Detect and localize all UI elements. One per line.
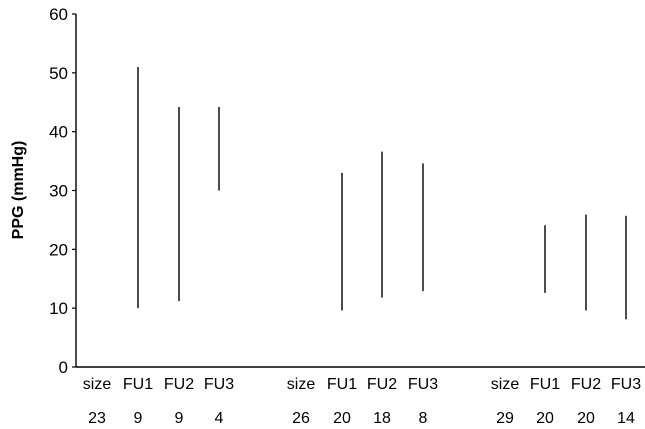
sample-count-label: 4: [215, 410, 224, 427]
sample-count-label: 9: [175, 410, 184, 427]
followup-label: FU3: [408, 376, 438, 393]
group-header-label: size: [287, 376, 316, 393]
sample-count-label: 9: [134, 410, 143, 427]
category-labels: size 23 FU1 9 FU2 9 FU3 4 size 26 FU1 20 FU2 18 FU3 8 si…: [83, 376, 641, 427]
sample-count-label: 20: [536, 410, 554, 427]
followup-label: FU3: [611, 376, 641, 393]
sample-count-label: 20: [577, 410, 595, 427]
followup-label: FU2: [571, 376, 601, 393]
y-tick-label: 60: [49, 5, 68, 24]
group-header-label: size: [83, 376, 112, 393]
y-tick-label: 50: [49, 64, 68, 83]
y-tick-label: 10: [49, 299, 68, 318]
followup-label: FU3: [204, 376, 234, 393]
y-axis-label: PPG (mmHg): [10, 141, 27, 240]
range-series: [137, 66, 627, 320]
group-size-value: 23: [88, 410, 106, 427]
followup-label: FU1: [530, 376, 560, 393]
sample-count-label: 18: [373, 410, 391, 427]
followup-label: FU2: [164, 376, 194, 393]
followup-label: FU1: [327, 376, 357, 393]
axes: [75, 14, 645, 368]
group-size-value: 26: [292, 410, 310, 427]
y-tick-label: 30: [49, 182, 68, 201]
sample-count-label: 20: [333, 410, 351, 427]
y-axis-ticks: 0 10 20 30 40 50 60: [49, 5, 76, 377]
group-header-label: size: [491, 376, 520, 393]
followup-label: FU1: [123, 376, 153, 393]
y-tick-label: 40: [49, 123, 68, 142]
y-tick-label: 0: [59, 358, 68, 377]
sample-count-label: 14: [617, 410, 635, 427]
sample-count-label: 8: [419, 410, 428, 427]
followup-label: FU2: [367, 376, 397, 393]
y-tick-label: 20: [49, 240, 68, 259]
group-size-value: 29: [496, 410, 514, 427]
